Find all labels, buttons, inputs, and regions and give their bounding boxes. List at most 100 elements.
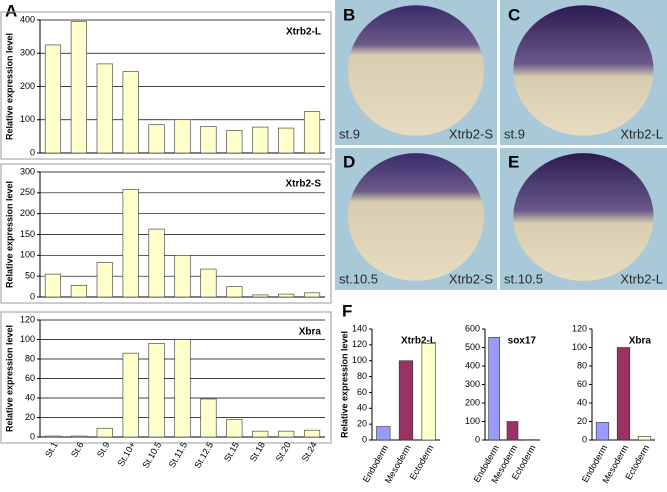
bar xyxy=(201,269,217,297)
bar xyxy=(252,431,268,437)
chart-title: sox17 xyxy=(508,336,537,347)
panel-label: D xyxy=(343,152,355,171)
y-tick-label: 50 xyxy=(25,271,35,281)
y-tick-label: 40 xyxy=(577,397,587,407)
bar xyxy=(227,287,243,297)
y-tick-label: 40 xyxy=(25,392,35,402)
bar xyxy=(97,262,113,297)
x-tick-label: St.24 xyxy=(300,440,319,463)
bar xyxy=(123,353,139,437)
y-axis-label: Relative expression level xyxy=(4,33,14,140)
bar xyxy=(489,337,500,440)
y-tick-label: 200 xyxy=(20,208,35,218)
y-tick-label: 100 xyxy=(20,250,35,260)
x-tick-label: St.15 xyxy=(222,440,241,463)
panel-label: B xyxy=(343,5,355,24)
y-tick-label: 80 xyxy=(577,360,587,370)
bar xyxy=(71,436,87,437)
y-tick-label: 60 xyxy=(25,373,35,383)
chart-title: Xtrb2-L xyxy=(286,27,321,38)
bar xyxy=(304,111,320,153)
bar xyxy=(278,431,294,437)
y-tick-label: 0 xyxy=(30,431,35,441)
stage-label: st.9 xyxy=(339,126,360,141)
x-tick-label: St.12.5 xyxy=(192,440,215,470)
y-tick-label: 80 xyxy=(357,371,367,381)
y-tick-label: 60 xyxy=(577,379,587,389)
y-tick-label: 200 xyxy=(465,397,480,407)
y-tick-label: 80 xyxy=(25,353,35,363)
gene-label: Xtrb2-S xyxy=(449,126,493,141)
y-tick-label: 100 xyxy=(465,416,480,426)
bar xyxy=(201,399,217,437)
bar xyxy=(304,430,320,437)
bar xyxy=(97,428,113,437)
y-tick-label: 40 xyxy=(357,403,367,413)
gene-label: Xtrb2-L xyxy=(620,271,663,286)
y-tick-label: 400 xyxy=(465,360,480,370)
gene-label: Xtrb2-S xyxy=(449,271,493,286)
stage-label: st.10.5 xyxy=(504,271,543,286)
y-tick-label: 500 xyxy=(465,342,480,352)
y-tick-label: 100 xyxy=(20,114,35,124)
bar xyxy=(45,45,61,153)
bar xyxy=(149,125,165,153)
panel-label: E xyxy=(508,152,519,171)
bar xyxy=(149,343,165,437)
embryo xyxy=(513,153,653,281)
x-tick-label: St.10+ xyxy=(116,440,138,468)
y-tick-label: 300 xyxy=(20,48,35,58)
bar xyxy=(71,22,87,153)
y-tick-label: 60 xyxy=(357,387,367,397)
bar xyxy=(149,229,165,297)
x-tick-label: St.11.5 xyxy=(167,440,190,469)
bar xyxy=(71,285,87,297)
panel-label: A xyxy=(5,1,17,20)
y-tick-label: 0 xyxy=(582,434,587,444)
y-tick-label: 20 xyxy=(577,416,587,426)
bar xyxy=(252,127,268,153)
x-tick-label: St.20 xyxy=(274,440,293,463)
y-tick-label: 0 xyxy=(475,434,480,444)
gene-label: Xtrb2-L xyxy=(620,126,663,141)
y-tick-label: 100 xyxy=(352,355,367,365)
bar xyxy=(123,72,139,153)
y-tick-label: 400 xyxy=(20,14,35,24)
bar xyxy=(278,294,294,297)
x-tick-label: St.18 xyxy=(248,440,267,463)
panel-label: F xyxy=(342,301,352,320)
y-tick-label: 100 xyxy=(20,334,35,344)
y-axis-label: Relative expression level xyxy=(339,331,349,438)
y-tick-label: 120 xyxy=(352,339,367,349)
y-tick-label: 150 xyxy=(20,229,35,239)
y-tick-label: 120 xyxy=(20,314,35,324)
bar xyxy=(377,427,391,440)
bar xyxy=(596,422,609,440)
y-tick-label: 250 xyxy=(20,187,35,197)
bar xyxy=(175,255,191,297)
y-tick-label: 100 xyxy=(572,342,587,352)
bar xyxy=(399,361,413,440)
stage-label: st.10.5 xyxy=(339,271,378,286)
bar xyxy=(252,295,268,297)
bar xyxy=(617,348,630,441)
embryo xyxy=(348,5,484,136)
y-tick-label: 300 xyxy=(20,166,35,176)
y-tick-label: 20 xyxy=(25,412,35,422)
bar xyxy=(123,190,139,298)
panel-label: C xyxy=(508,5,520,24)
y-axis-label: Relative expression level xyxy=(4,181,14,288)
y-tick-label: 0 xyxy=(30,147,35,157)
chart-title: Xbra xyxy=(629,336,652,347)
embryo xyxy=(348,153,484,281)
embryo xyxy=(513,5,653,136)
bar xyxy=(201,126,217,153)
y-tick-label: 0 xyxy=(30,291,35,301)
bar xyxy=(278,128,294,153)
bar xyxy=(304,293,320,297)
bar xyxy=(507,422,518,441)
bar xyxy=(45,274,61,297)
chart-title: Xtrb2-S xyxy=(285,179,321,190)
bar xyxy=(175,340,191,438)
